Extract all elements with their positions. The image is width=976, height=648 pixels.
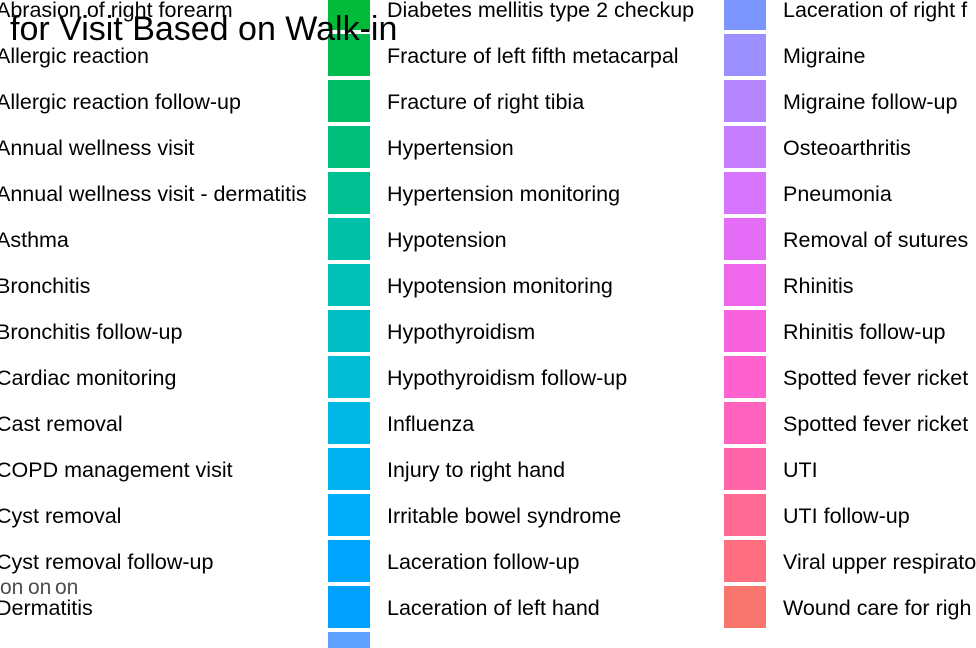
legend-label-c2-r3: Fracture of right tibia: [387, 90, 584, 114]
legend-key-c2-r2: [328, 34, 370, 76]
legend-key-c2-r12: [328, 494, 370, 536]
legend-label-c2-r9: Hypothyroidism follow-up: [387, 366, 627, 390]
axis-fragment-2: on: [28, 576, 51, 599]
legend-key-c2-r7: [328, 264, 370, 306]
x-axis-label-fragments: on on on: [0, 576, 78, 599]
legend-label-c1-r2: Allergic reaction: [0, 44, 149, 68]
axis-fragment-3: on: [55, 576, 78, 599]
legend-label-c1-r14: Dermatitis: [0, 596, 93, 620]
legend-label-c3-r14: Wound care for righ: [783, 596, 971, 620]
legend-label-c2-r13: Laceration follow-up: [387, 550, 579, 574]
legend-label-c1-r9: Cardiac monitoring: [0, 366, 176, 390]
legend-key-c3-r8: [724, 310, 766, 352]
legend-key-c3-r1: [724, 0, 766, 30]
legend-label-c1-r11: COPD management visit: [0, 458, 233, 482]
legend-key-c3-r12: [724, 494, 766, 536]
legend-key-c3-r11: [724, 448, 766, 490]
legend-key-c3-r2: [724, 34, 766, 76]
legend-label-c1-r1: Abrasion of right forearm: [0, 0, 233, 22]
legend-label-c1-r7: Bronchitis: [0, 274, 90, 298]
legend-label-c2-r6: Hypotension: [387, 228, 507, 252]
legend-key-c2-r5: [328, 172, 370, 214]
legend-label-c2-r10: Influenza: [387, 412, 474, 436]
legend-label-c2-r4: Hypertension: [387, 136, 514, 160]
legend-label-c1-r3: Allergic reaction follow-up: [0, 90, 241, 114]
legend-label-c2-r1: Diabetes mellitis type 2 checkup: [387, 0, 694, 22]
legend-key-c3-r7: [724, 264, 766, 306]
legend-key-c2-r9: [328, 356, 370, 398]
legend-key-c2-r8: [328, 310, 370, 352]
legend-label-c3-r9: Spotted fever ricket: [783, 366, 968, 390]
legend-key-c2-r11: [328, 448, 370, 490]
legend-key-c2-r14: [328, 586, 370, 628]
legend-label-c3-r11: UTI: [783, 458, 818, 482]
legend-label-c3-r6: Removal of sutures: [783, 228, 968, 252]
legend-key-c3-r9: [724, 356, 766, 398]
legend-label-c2-r11: Injury to right hand: [387, 458, 565, 482]
legend-key-c3-r3: [724, 80, 766, 122]
legend-key-c3-r4: [724, 126, 766, 168]
legend-label-c3-r2: Migraine: [783, 44, 865, 68]
legend-label-c1-r13: Cyst removal follow-up: [0, 550, 213, 574]
legend-label-c1-r10: Cast removal: [0, 412, 123, 436]
legend-key-c3-r13: [724, 540, 766, 582]
legend-label-c3-r5: Pneumonia: [783, 182, 892, 206]
legend-label-c2-r14: Laceration of left hand: [387, 596, 600, 620]
legend-label-c3-r1: Laceration of right f: [783, 0, 967, 22]
legend-label-c2-r2: Fracture of left fifth metacarpal: [387, 44, 679, 68]
legend-key-extra: [328, 632, 370, 648]
legend-label-c1-r4: Annual wellness visit: [0, 136, 194, 160]
legend-key-c2-r13: [328, 540, 370, 582]
legend-label-c3-r8: Rhinitis follow-up: [783, 320, 946, 344]
legend-key-c3-r5: [724, 172, 766, 214]
legend-key-c2-r6: [328, 218, 370, 260]
legend-label-c3-r13: Viral upper respirato: [783, 550, 976, 574]
legend-label-c1-r5: Annual wellness visit - dermatitis: [0, 182, 307, 206]
legend-label-c2-r12: Irritable bowel syndrome: [387, 504, 621, 528]
legend-label-c1-r6: Asthma: [0, 228, 69, 252]
axis-fragment-1: on: [0, 576, 23, 599]
legend-label-c2-r8: Hypothyroidism: [387, 320, 535, 344]
legend-key-c3-r6: [724, 218, 766, 260]
legend-label-c1-r12: Cyst removal: [0, 504, 121, 528]
legend-key-c3-r14: [724, 586, 766, 628]
legend-key-c2-r4: [328, 126, 370, 168]
legend-key-c3-r10: [724, 402, 766, 444]
legend-label-c3-r4: Osteoarthritis: [783, 136, 911, 160]
chart-title: for Visit Based on Walk-in: [10, 10, 397, 48]
legend-label-c1-r8: Bronchitis follow-up: [0, 320, 182, 344]
legend-label-c3-r10: Spotted fever ricket: [783, 412, 968, 436]
legend-label-c2-r5: Hypertension monitoring: [387, 182, 620, 206]
legend-label-c2-r7: Hypotension monitoring: [387, 274, 613, 298]
legend-key-c2-r10: [328, 402, 370, 444]
legend-key-c2-r1: [328, 0, 370, 30]
legend-key-c2-r3: [328, 80, 370, 122]
legend-label-c3-r3: Migraine follow-up: [783, 90, 958, 114]
legend-label-c3-r7: Rhinitis: [783, 274, 854, 298]
legend-label-c3-r12: UTI follow-up: [783, 504, 910, 528]
